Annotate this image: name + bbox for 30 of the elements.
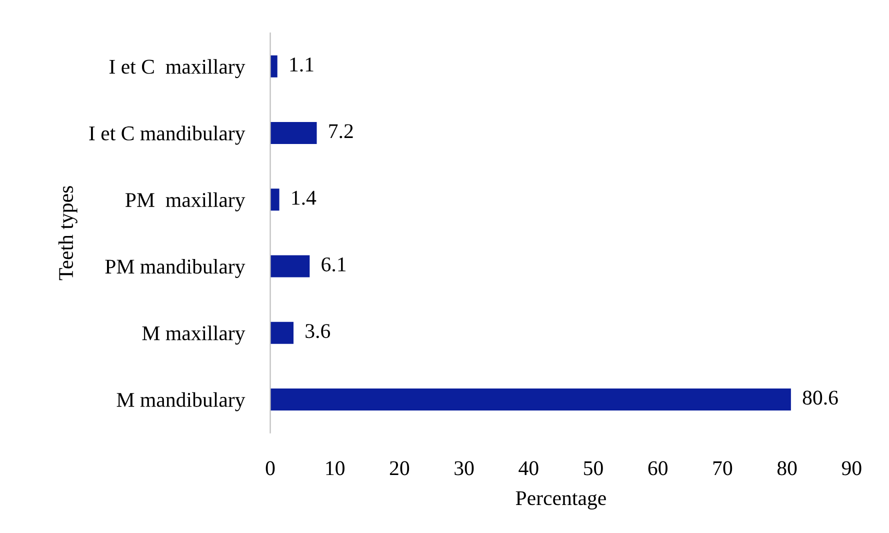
data-label: 3.6 bbox=[306, 324, 330, 338]
y-axis-title: Teeth types bbox=[58, 186, 78, 280]
x-tick-label: 30 bbox=[454, 461, 474, 476]
x-tick-label: 60 bbox=[648, 461, 668, 476]
x-axis-title: Percentage bbox=[516, 491, 606, 510]
bar bbox=[270, 388, 791, 410]
x-tick-label: 90 bbox=[842, 461, 862, 476]
x-tick-label: 20 bbox=[390, 461, 410, 476]
x-tick-label: 80 bbox=[777, 461, 797, 476]
bar bbox=[270, 122, 317, 144]
bar bbox=[270, 255, 310, 278]
data-label: 6.1 bbox=[322, 257, 346, 272]
y-tick-label: I et C maxillary bbox=[109, 59, 246, 78]
bar bbox=[270, 322, 294, 344]
x-tick-label: 0 bbox=[266, 461, 275, 476]
x-tick-label: 40 bbox=[518, 461, 538, 476]
data-label: 80.6 bbox=[802, 390, 838, 405]
data-label: 7.2 bbox=[329, 124, 353, 138]
x-tick-label: 50 bbox=[584, 461, 603, 476]
x-tick-label: 10 bbox=[326, 461, 344, 476]
y-tick-label: M mandibulary bbox=[116, 392, 246, 412]
x-tick-label: 70 bbox=[713, 461, 732, 476]
y-tick-label: I et C mandibulary bbox=[89, 126, 246, 145]
y-tick-label: M maxillary bbox=[142, 326, 246, 345]
y-tick-label: PM maxillary bbox=[125, 192, 246, 212]
data-label: 1.1 bbox=[290, 58, 314, 72]
data-label: 1.4 bbox=[292, 190, 316, 205]
bar bbox=[270, 188, 280, 211]
bar bbox=[270, 55, 278, 78]
y-tick-label: PM mandibulary bbox=[105, 259, 246, 278]
